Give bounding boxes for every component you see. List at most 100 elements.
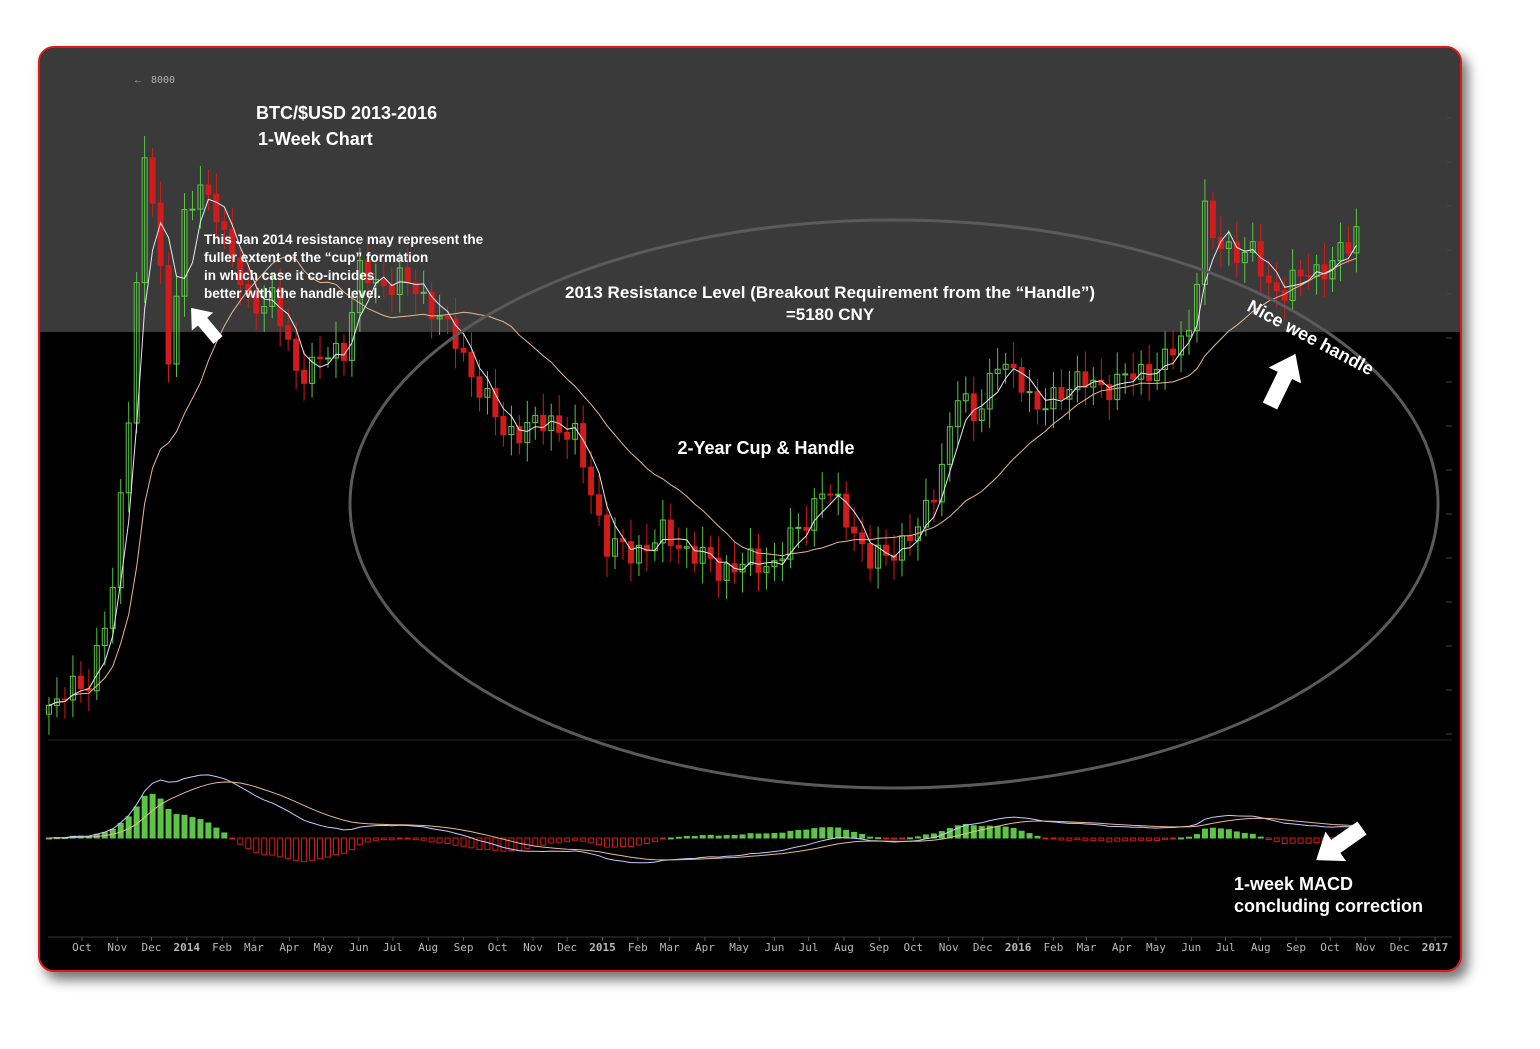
macd-bar [516, 837, 523, 851]
macd-bar [819, 827, 826, 839]
macd-bar [675, 836, 682, 839]
candle-body [1050, 387, 1057, 410]
candle-body [213, 193, 220, 223]
macd-bar [787, 830, 794, 839]
macd-bar [954, 825, 961, 839]
candle-body [404, 267, 411, 284]
macd-bar [723, 835, 730, 839]
candle-body [938, 463, 945, 503]
macd-bar [1201, 828, 1208, 839]
candle-body [1018, 366, 1025, 393]
macd-bar [524, 837, 531, 849]
candle-body [428, 291, 435, 320]
macd-bar [906, 837, 913, 840]
candle-body [1162, 348, 1169, 371]
candle-body [1122, 373, 1129, 376]
candle-body [237, 257, 244, 286]
x-tick-label: 2016 [1005, 941, 1032, 954]
candle-body [1106, 384, 1113, 401]
macd-bar [699, 835, 706, 839]
candle-body [492, 388, 499, 418]
candle-body [1074, 371, 1081, 390]
candle-body [922, 499, 929, 528]
macd-bar [317, 837, 324, 860]
candle-body [619, 538, 626, 543]
candle-body [683, 546, 690, 549]
macd-bar [540, 837, 547, 846]
macd-bar [1209, 827, 1216, 839]
macd-bar [1225, 829, 1232, 839]
macd-bar [1193, 834, 1200, 839]
candle-body [930, 499, 937, 503]
candle-body [643, 544, 650, 552]
macd-bar [572, 837, 579, 841]
macd-bar [277, 837, 284, 858]
macd-bar [348, 837, 355, 851]
candle-body [540, 414, 547, 431]
candle-body [564, 431, 571, 440]
candle-body [1193, 283, 1200, 332]
macd-bar [962, 823, 969, 839]
candle-body [1154, 369, 1161, 382]
candle-body [1042, 408, 1049, 411]
candle-body [1130, 373, 1137, 380]
macd-bar [1010, 827, 1017, 839]
candle-body [317, 356, 324, 360]
candle-body [77, 675, 84, 690]
macd-bar [420, 837, 427, 841]
macd-bar [1146, 837, 1153, 842]
macd-bar [325, 837, 331, 858]
candle-body [994, 368, 1001, 374]
macd-histogram [45, 793, 1360, 863]
candle-body [763, 566, 770, 573]
candle-body [859, 532, 866, 545]
arrow-icon [191, 307, 223, 344]
macd-bar [1114, 837, 1121, 842]
candle-body [444, 316, 451, 320]
macd-bar [436, 837, 443, 844]
time-axis: Oct Nov Dec 2014 Feb Mar Apr May Jun Jul Aug Sep Oct… [72, 937, 1448, 954]
candle-body [325, 357, 331, 360]
candle-body [293, 338, 300, 371]
macd-bar [1090, 837, 1097, 841]
candle-body [1273, 282, 1280, 292]
macd-bar [165, 808, 172, 839]
candle-body [261, 305, 268, 314]
macd-bar [1050, 837, 1057, 840]
cup-handle-ellipse [348, 218, 1440, 790]
macd-bar [859, 833, 866, 839]
x-tick-label: Oct [72, 941, 92, 954]
chart-frame: Oct Nov Dec 2014 Feb Mar Apr May Jun Jul Aug Sep Oct… [38, 46, 1462, 972]
candle-body [301, 369, 308, 384]
candle-body [205, 184, 212, 195]
x-tick-label: Nov [523, 941, 543, 954]
macd-bar [619, 837, 626, 847]
macd-bar [1122, 837, 1129, 842]
macd-bar [827, 827, 834, 839]
macd-bar [922, 834, 929, 839]
x-tick-label: Nov [107, 941, 127, 954]
macd-bar [285, 837, 292, 859]
macd-bar [667, 837, 674, 840]
macd-bar [715, 835, 722, 839]
candle-body [755, 548, 762, 573]
btc-weekly-chart: Oct Nov Dec 2014 Feb Mar Apr May Jun Jul Aug Sep Oct… [40, 48, 1460, 954]
macd-bar [1138, 837, 1145, 841]
macd-bar [412, 837, 419, 841]
macd-bar [1257, 836, 1264, 839]
macd-bar [245, 837, 252, 850]
macd-bar [779, 832, 786, 839]
macd-bar [364, 837, 371, 843]
chart-subtitle: 1-Week Chart [258, 129, 373, 149]
macd-bar [444, 837, 451, 845]
candle-body [604, 514, 611, 557]
resistance-note-line-4: better with the handle level. [204, 286, 381, 301]
macd-bar [739, 834, 746, 839]
macd-bar [1018, 830, 1025, 839]
macd-bar [875, 837, 882, 840]
candle-body [699, 547, 706, 564]
macd-bar [795, 829, 802, 839]
x-tick-label: Dec [973, 941, 993, 954]
x-tick-label: Dec [142, 941, 162, 954]
arrow-icon [1316, 821, 1367, 862]
